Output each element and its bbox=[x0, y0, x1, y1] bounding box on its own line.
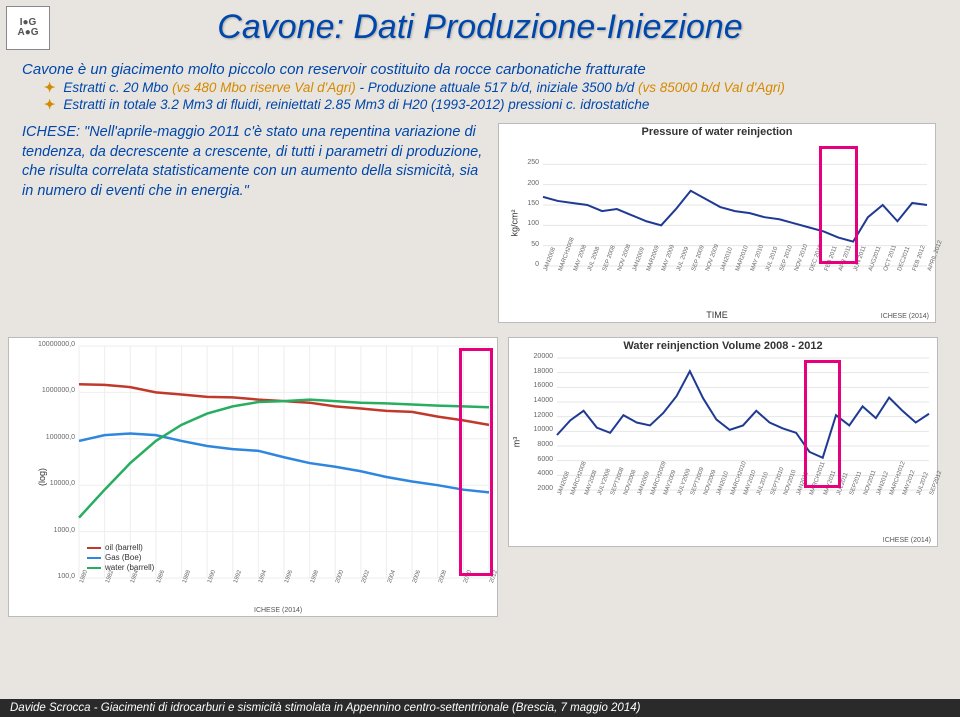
y-tick: 18000 bbox=[529, 368, 553, 375]
y-axis-label: (log) bbox=[37, 468, 47, 486]
quote-text: "Nell'aprile-maggio 2011 c'è stato una r… bbox=[22, 124, 482, 199]
reinjection-volume-chart: Water reinjenction Volume 2008 - 2012m³2… bbox=[508, 337, 938, 547]
y-tick: 50 bbox=[515, 241, 539, 248]
highlight-box bbox=[819, 146, 859, 264]
bullet-icon: ✦ bbox=[44, 97, 55, 113]
y-tick: 0 bbox=[515, 261, 539, 268]
quote-source: ICHESE: bbox=[22, 124, 84, 140]
bullet-1: ✦ Estratti c. 20 Mbo (vs 480 Mbo riserve… bbox=[44, 80, 952, 96]
y-tick: 100,0 bbox=[11, 573, 75, 580]
bullet1-sub2: (vs 85000 b/d Val d'Agri) bbox=[638, 80, 785, 95]
chart-source: ICHESE (2014) bbox=[883, 537, 931, 544]
y-tick: 14000 bbox=[529, 397, 553, 404]
y-tick: 10000000,0 bbox=[11, 341, 75, 348]
chart-source: ICHESE (2014) bbox=[254, 607, 302, 614]
legend-label: water (barrell) bbox=[105, 563, 154, 572]
footer-text: Davide Scrocca - Giacimenti di idrocarbu… bbox=[0, 699, 960, 717]
pressure-chart: Pressure of water reinjectionkg/cm²TIME0… bbox=[498, 123, 936, 323]
bullet1-main: Estratti c. 20 Mbo bbox=[63, 80, 172, 95]
legend-label: oil (barrell) bbox=[105, 543, 143, 552]
quote-block: ICHESE: "Nell'aprile-maggio 2011 c'è sta… bbox=[8, 123, 488, 323]
highlight-box bbox=[459, 348, 493, 576]
legend-item: Gas (Boe) bbox=[87, 553, 154, 562]
highlight-box bbox=[804, 360, 841, 488]
legend-item: oil (barrell) bbox=[87, 543, 154, 552]
y-tick: 250 bbox=[515, 159, 539, 166]
intro-text: Cavone è un giacimento molto piccolo con… bbox=[22, 61, 952, 78]
y-tick: 10000 bbox=[529, 426, 553, 433]
production-log-chart: 100,01000,010000,0100000,01000000,010000… bbox=[8, 337, 498, 617]
y-tick: 100000,0 bbox=[11, 434, 75, 441]
bullet2-text: Estratti in totale 3.2 Mm3 di fluidi, re… bbox=[63, 97, 649, 112]
y-tick: 4000 bbox=[529, 470, 553, 477]
legend-swatch bbox=[87, 557, 101, 559]
legend-swatch bbox=[87, 567, 101, 569]
y-tick: 20000 bbox=[529, 353, 553, 360]
y-tick: 1000,0 bbox=[11, 527, 75, 534]
bullet-2: ✦ Estratti in totale 3.2 Mm3 di fluidi, … bbox=[44, 97, 952, 113]
org-logo: I●GA●G bbox=[6, 6, 50, 50]
y-tick: 12000 bbox=[529, 412, 553, 419]
bullet1-sub: (vs 480 Mbo riserve Val d'Agri) bbox=[172, 80, 356, 95]
y-tick: 100 bbox=[515, 220, 539, 227]
legend-label: Gas (Boe) bbox=[105, 553, 141, 562]
bullet1-tail: - Produzione attuale 517 b/d, iniziale 3… bbox=[356, 80, 638, 95]
y-tick: 6000 bbox=[529, 456, 553, 463]
legend-swatch bbox=[87, 547, 101, 549]
y-tick: 8000 bbox=[529, 441, 553, 448]
chart-source: ICHESE (2014) bbox=[881, 313, 929, 320]
y-tick: 200 bbox=[515, 180, 539, 187]
bullet-icon: ✦ bbox=[44, 80, 55, 96]
legend: oil (barrell)Gas (Boe)water (barrell) bbox=[87, 543, 154, 572]
y-tick: 1000000,0 bbox=[11, 387, 75, 394]
y-tick: 2000 bbox=[529, 485, 553, 492]
legend-item: water (barrell) bbox=[87, 563, 154, 572]
y-tick: 16000 bbox=[529, 382, 553, 389]
y-tick: 150 bbox=[515, 200, 539, 207]
slide-title: Cavone: Dati Produzione-Iniezione bbox=[8, 8, 952, 47]
